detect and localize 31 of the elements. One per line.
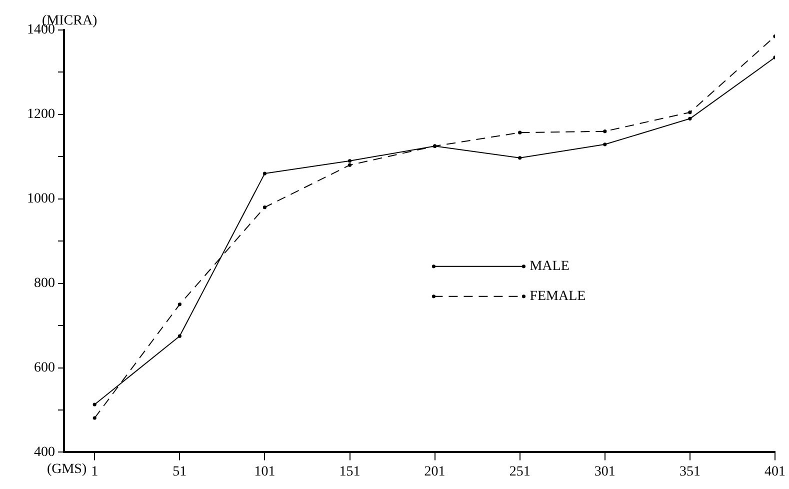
point [348,159,352,163]
x-tick-label: 251 [509,464,530,480]
x-tick-label: 401 [764,464,786,480]
y-tick-label: 1000 [27,192,55,207]
x-tick-label: 151 [339,464,360,480]
x-tick-label: 51 [172,464,187,480]
point [262,206,267,210]
x-tick-label: 201 [424,464,446,480]
point [178,334,182,338]
point [603,142,607,146]
point [92,402,96,406]
x-tick-label: 301 [594,464,616,480]
legend-label: MALE [530,259,570,274]
point [178,302,182,306]
point [348,163,352,167]
x-tick-label: 351 [679,464,700,480]
point [518,156,522,160]
x-tick-label: 101 [254,464,276,480]
point [518,130,522,134]
x-tick-label: 1 [91,464,98,480]
legend-label: FEMALE [530,289,586,304]
y-tick-label: 600 [34,360,55,376]
point [688,110,692,114]
x-axis-title: (GMS) [46,462,87,477]
y-tick-label: 1200 [27,107,55,122]
y-tick-label: 400 [34,444,55,460]
point [262,172,267,176]
y-tick-label: 800 [34,276,55,291]
point [688,116,692,120]
point [603,130,607,134]
point [92,416,96,420]
